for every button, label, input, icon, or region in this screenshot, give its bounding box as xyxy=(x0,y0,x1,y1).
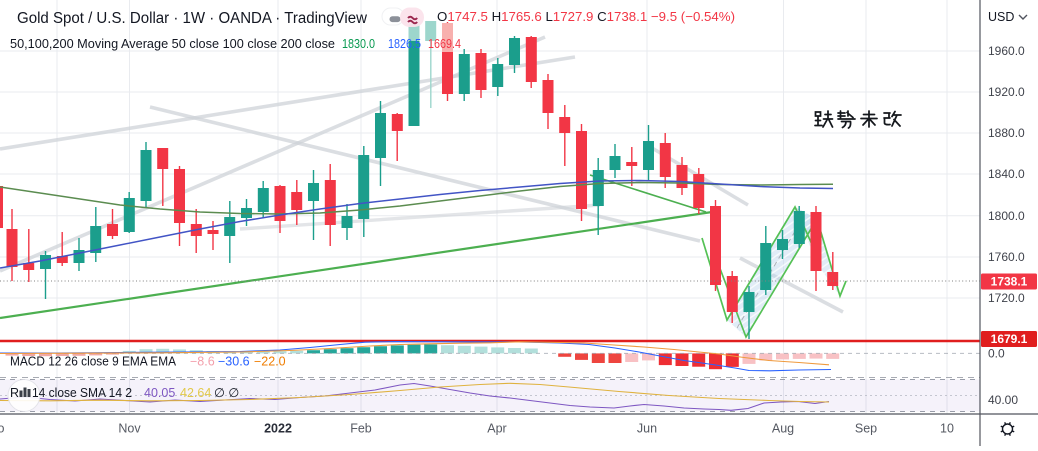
svg-text:0.0: 0.0 xyxy=(988,347,1005,361)
svg-text:50,100,200 Moving Average 50 c: 50,100,200 Moving Average 50 close 100 c… xyxy=(10,36,335,51)
svg-text:1880.0: 1880.0 xyxy=(988,126,1025,140)
svg-text:−30.6: −30.6 xyxy=(218,355,250,369)
svg-text:R: R xyxy=(10,386,19,400)
svg-text:∅ ∅: ∅ ∅ xyxy=(214,386,239,400)
svg-text:Apr: Apr xyxy=(487,422,506,436)
svg-text:O1747.5 H1765.6 L1727.9 C1738.: O1747.5 H1765.6 L1727.9 C1738.1 −9.5 (−0… xyxy=(437,9,735,24)
svg-text:40.05: 40.05 xyxy=(144,386,175,400)
svg-text:1830.0: 1830.0 xyxy=(342,36,375,51)
svg-text:1826.5: 1826.5 xyxy=(388,36,421,51)
svg-text:Aug: Aug xyxy=(772,422,794,436)
svg-text:Feb: Feb xyxy=(350,422,372,436)
svg-text:1840.0: 1840.0 xyxy=(988,167,1025,181)
svg-text:1720.0: 1720.0 xyxy=(988,291,1025,305)
svg-text:−8.6: −8.6 xyxy=(190,355,215,369)
svg-text:1669.4: 1669.4 xyxy=(428,36,461,51)
svg-text:1800.0: 1800.0 xyxy=(988,209,1025,223)
svg-text:14 close SMA 14 2: 14 close SMA 14 2 xyxy=(32,386,132,400)
svg-text:1960.0: 1960.0 xyxy=(988,44,1025,58)
svg-text:40.00: 40.00 xyxy=(988,393,1018,407)
svg-text:USD: USD xyxy=(988,10,1014,24)
svg-text:−22.0: −22.0 xyxy=(254,355,286,369)
svg-text:2022: 2022 xyxy=(264,422,292,436)
svg-text:1679.1: 1679.1 xyxy=(991,332,1028,346)
svg-text:Gold Spot / U.S. Dollar · 1W ·: Gold Spot / U.S. Dollar · 1W · OANDA · T… xyxy=(17,10,368,27)
svg-text:MACD 12 26 close 9 EMA EMA: MACD 12 26 close 9 EMA EMA xyxy=(10,355,177,369)
svg-text:1920.0: 1920.0 xyxy=(988,85,1025,99)
svg-text:10: 10 xyxy=(940,422,954,436)
svg-text:o: o xyxy=(0,422,5,436)
svg-text:Nov: Nov xyxy=(118,422,141,436)
svg-text:42.64: 42.64 xyxy=(180,386,211,400)
svg-text:1760.0: 1760.0 xyxy=(988,250,1025,264)
svg-text:Sep: Sep xyxy=(855,422,877,436)
svg-text:Jun: Jun xyxy=(637,422,657,436)
svg-text:1738.1: 1738.1 xyxy=(991,275,1028,289)
